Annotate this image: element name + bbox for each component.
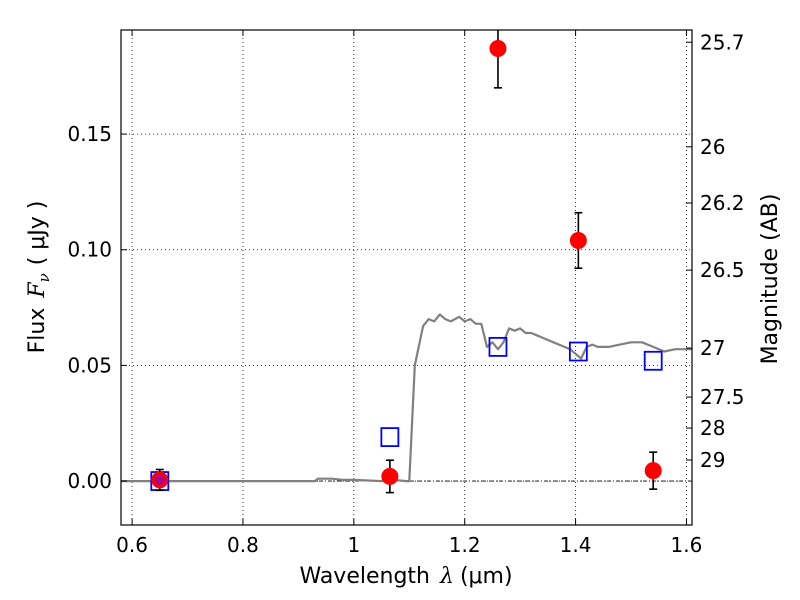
y-tick-label: 0.10 <box>67 238 112 262</box>
model-photometry-square <box>568 341 588 362</box>
magnitude-tick-label: 27.5 <box>700 385 745 409</box>
y-axis-label-symbol: F <box>25 282 50 299</box>
grid <box>121 30 692 525</box>
y-axis-label-subscript: ν <box>35 273 53 282</box>
magnitude-tick-label: 26 <box>700 135 725 159</box>
observed-series <box>151 30 662 494</box>
magnitude-tick-label: 26.2 <box>700 191 745 215</box>
y-axis-ticks: 0.00 0.05 0.10 0.15 <box>67 122 127 493</box>
model-photometry-square <box>380 427 400 448</box>
model-spectrum-series <box>121 313 692 483</box>
y-axis-label: Flux Fν ( μJy ) <box>25 201 53 354</box>
observed-point <box>489 40 507 58</box>
model-photometry-square <box>643 350 663 371</box>
model-photometry-square <box>488 336 508 357</box>
x-tick-label: 0.6 <box>116 533 148 557</box>
x-tick-label: 1.2 <box>449 533 481 557</box>
x-axis-label-unit: (μm) <box>460 564 513 589</box>
model-spectrum-line <box>121 313 692 483</box>
y-tick-label: 0.15 <box>67 122 112 146</box>
magnitude-tick-label: 29 <box>700 448 725 472</box>
magnitude-axis-ticks: 25.7 26 26.2 26.5 27 27.5 28 29 <box>686 30 745 472</box>
model-photometry-series <box>150 336 663 491</box>
observed-point <box>644 462 662 480</box>
magnitude-tick-label: 26.5 <box>700 258 745 282</box>
x-tick-label: 1.4 <box>560 533 592 557</box>
observed-point <box>381 467 399 485</box>
x-axis-label: Wavelength λ (μm) <box>299 564 512 589</box>
y-axis-label-prefix: Flux <box>25 308 50 354</box>
y-axis-label-unit: ( μJy ) <box>25 201 50 266</box>
x-tick-label: 1.6 <box>671 533 703 557</box>
magnitude-axis-label: Magnitude (AB) <box>758 194 783 365</box>
x-tick-label: 0.8 <box>227 533 259 557</box>
observed-point <box>569 231 587 249</box>
x-axis-label-symbol: λ <box>439 564 454 589</box>
y-tick-label: 0.00 <box>67 469 112 493</box>
overlap-point-marker <box>154 474 166 486</box>
magnitude-tick-label: 27 <box>700 336 725 360</box>
magnitude-tick-label: 28 <box>700 416 725 440</box>
x-axis-label-prefix: Wavelength <box>299 564 430 589</box>
x-tick-label: 1 <box>347 533 360 557</box>
magnitude-tick-label: 25.7 <box>700 30 745 54</box>
x-axis-ticks: 0.6 0.8 1 1.2 1.4 1.6 <box>116 30 702 557</box>
plot-frame <box>120 29 693 526</box>
y-tick-label: 0.05 <box>67 353 112 377</box>
